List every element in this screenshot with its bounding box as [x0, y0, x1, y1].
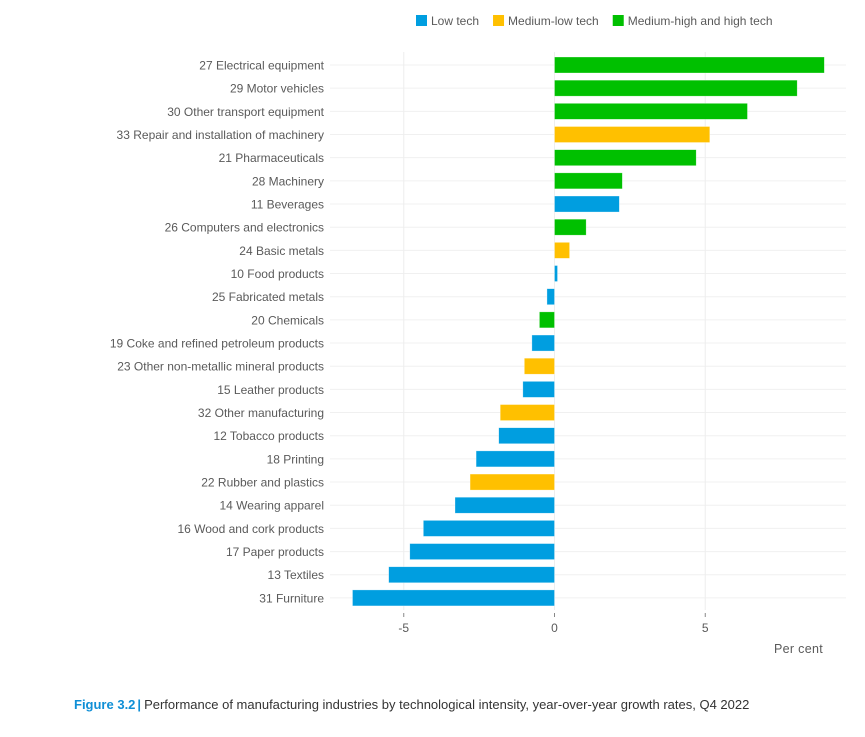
- legend-swatch: [493, 15, 505, 26]
- bar-32-other-manufacturing: [499, 404, 555, 421]
- bar-23-other-non-metallic-mineral-products: [524, 357, 555, 375]
- category-label: 28 Machinery: [252, 174, 324, 188]
- bar-30-other-transport-equipment: [554, 103, 748, 120]
- bar-25-fabricated-metals: [546, 288, 555, 306]
- category-label: 31 Furniture: [259, 591, 324, 605]
- category-label: 19 Coke and refined petroleum products: [110, 337, 324, 351]
- category-label: 20 Chemicals: [251, 313, 324, 327]
- category-label: 26 Computers and electronics: [165, 221, 324, 235]
- category-label: 17 Paper products: [226, 545, 324, 559]
- x-axis-title: Per cent: [774, 642, 823, 656]
- bars: [352, 56, 825, 607]
- category-label: 12 Tobacco products: [213, 429, 324, 443]
- bar-31-furniture: [352, 589, 555, 607]
- legend-item-low: Low tech: [416, 14, 479, 28]
- legend-label: Medium-high and high tech: [628, 14, 773, 28]
- bar-22-rubber-and-plastics: [469, 473, 555, 491]
- bar-10-food-products: [554, 265, 558, 282]
- category-label: 18 Printing: [267, 452, 324, 466]
- bar-11-beverages: [554, 195, 620, 213]
- category-label: 13 Textiles: [268, 568, 324, 582]
- x-tick-label: 5: [702, 621, 709, 635]
- x-tick-label: 0: [551, 621, 558, 635]
- legend-swatch: [416, 15, 427, 26]
- bar-14-wearing-apparel: [454, 496, 555, 514]
- category-label: 25 Fabricated metals: [212, 290, 324, 304]
- category-label: 29 Motor vehicles: [230, 82, 324, 96]
- legend-item-medlow: Medium-low tech: [493, 14, 599, 28]
- legend-swatch: [612, 15, 624, 26]
- bar-16-wood-and-cork-products: [423, 520, 555, 537]
- caption-text: Performance of manufacturing industries …: [144, 697, 750, 712]
- bar-27-electrical-equipment: [554, 56, 825, 74]
- x-tick-label: -5: [398, 621, 409, 635]
- legend-label: Medium-low tech: [508, 14, 599, 28]
- bar-21-pharmaceuticals: [554, 149, 697, 166]
- category-label: 22 Rubber and plastics: [201, 476, 324, 490]
- bar-24-basic-metals: [554, 242, 570, 259]
- bar-15-leather-products: [522, 381, 555, 398]
- category-label: 21 Pharmaceuticals: [219, 151, 324, 165]
- category-label: 27 Electrical equipment: [199, 59, 324, 73]
- bar-17-paper-products: [409, 543, 555, 560]
- bar-29-motor-vehicles: [554, 79, 798, 97]
- category-label: 23 Other non-metallic mineral products: [117, 360, 324, 374]
- bar-28-machinery: [554, 172, 623, 190]
- bar-33-repair-and-installation-of-machinery: [554, 126, 711, 143]
- gridlines: [330, 52, 846, 610]
- category-label: 16 Wood and cork products: [177, 522, 324, 536]
- caption-separator: |: [137, 697, 142, 712]
- category-labels: 27 Electrical equipment 29 Motor vehicles…: [110, 59, 325, 606]
- figure-label: Figure 3.2: [74, 697, 136, 712]
- legend-label: Low tech: [431, 14, 479, 28]
- bar-26-computers-and-electronics: [554, 218, 587, 236]
- category-label: 33 Repair and installation of machinery: [117, 128, 324, 142]
- bar-20-chemicals: [539, 311, 555, 329]
- category-label: 14 Wearing apparel: [219, 499, 324, 513]
- figure-caption: Figure 3.2 | Performance of manufacturing …: [74, 697, 749, 712]
- legend: Low tech Medium-low tech Medium-high and h…: [416, 14, 773, 28]
- bar-13-textiles: [388, 566, 555, 584]
- bar-chart: Low tech Medium-low tech Medium-high and h…: [110, 14, 846, 656]
- category-label: 10 Food products: [231, 267, 324, 281]
- bar-19-coke-and-refined-petroleum-products: [531, 334, 555, 352]
- bar-12-tobacco-products: [498, 427, 555, 445]
- bar-18-printing: [475, 450, 555, 468]
- category-label: 15 Leather products: [217, 383, 324, 397]
- category-label: 32 Other manufacturing: [198, 406, 324, 420]
- category-label: 11 Beverages: [251, 198, 324, 212]
- category-label: 30 Other transport equipment: [167, 105, 324, 119]
- category-label: 24 Basic metals: [239, 244, 324, 258]
- legend-item-medhigh: Medium-high and high tech: [612, 14, 773, 28]
- x-axis: -5 0 5: [398, 613, 709, 635]
